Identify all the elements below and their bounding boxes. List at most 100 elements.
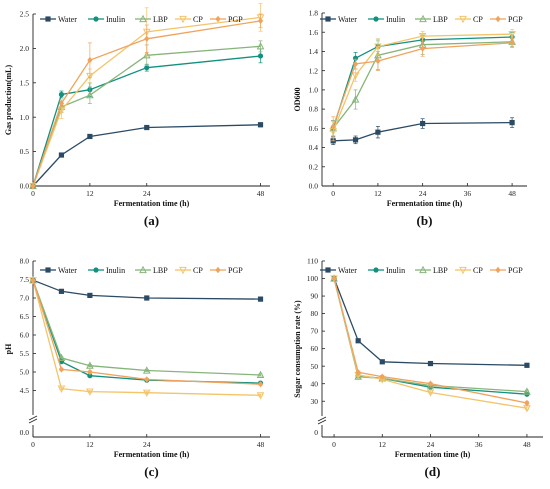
legend-marker [139,14,147,23]
data-point [86,388,94,396]
y-tick-label: 0.8 [309,105,319,114]
x-tick-label: 12 [379,440,387,449]
series-line [333,278,527,393]
y-tick-label: 1.2 [309,66,319,75]
series-water [30,122,264,189]
data-point [427,360,434,367]
data-point [524,399,530,407]
y-tick-label: 0.6 [309,124,319,133]
legend-entry: LBP [153,266,168,275]
x-tick-label: 48 [257,189,265,198]
x-tick-label: 0 [31,440,35,449]
legend-marker [179,15,187,24]
legend-entry: LBP [153,15,168,24]
y-tick-label: 7.0 [20,294,30,303]
data-point [427,380,434,387]
data-point [30,182,36,190]
y-tick-label: 5.5 [20,349,30,358]
y-tick-label: 30 [311,397,319,406]
data-point [57,385,66,393]
y-tick-label: 0.4 [309,143,319,152]
y-tick-label: 50 [311,362,319,371]
data-point [509,39,515,46]
legend-marker [325,16,331,22]
y-axis-label: OD600 [293,88,302,112]
data-point [144,295,150,301]
legend-marker [419,14,427,23]
y-tick-label: 7.5 [20,275,30,284]
x-tick-label: 0 [331,189,335,198]
y-tick-label: 0.5 [20,147,30,156]
data-point [375,129,381,135]
data-point [331,275,337,282]
y-tick-label: 1.0 [20,113,30,122]
data-point [524,362,530,368]
x-tick-label: 12 [374,189,382,198]
series-line [32,124,261,187]
legend-marker [215,266,221,274]
data-point [374,43,382,51]
y-tick-label: 70 [311,327,319,336]
legend-entry: Water [338,266,357,275]
chart-panel-a: 0.0 0.5 1.0 1.5 2.0 2.5 0 12 24 48 Fermentation ti… [4,3,270,228]
x-tick-label: 24 [143,440,151,449]
legend-marker [373,267,379,273]
data-point [352,137,359,143]
y-tick-label: 0.2 [309,162,319,171]
legend-entry: Water [58,266,77,275]
x-tick-label: 24 [427,440,435,449]
legend-entry: Inulin [386,266,405,275]
data-point [58,91,65,98]
data-point [256,370,265,379]
y-tick-label: 1.8 [309,9,319,18]
data-point [58,366,65,373]
y-tick-label: 2.0 [20,44,30,53]
data-point [418,32,427,41]
legend: Water Inulin LBP CP PGP [40,14,243,24]
data-point [509,119,515,126]
x-tick-label: 48 [257,440,265,449]
data-point [144,376,150,383]
legend-entry: Inulin [106,15,125,24]
series-lbp [29,40,265,190]
series-pgp [30,277,264,388]
y-tick-label: 6.5 [20,312,30,321]
axis-break-mark [28,418,38,424]
data-point [87,133,93,140]
data-point [144,35,150,42]
chart-panel-b: 0.0 0.2 0.4 0.6 0.8 1.0 1.2 1.4 1.6 1.8 0 12 24 36 48 F… [293,9,527,228]
legend-marker [93,267,99,273]
y-tick-label: 60 [311,344,319,353]
panel-label: (c) [144,464,158,479]
y-axis-label: Gas production(mL) [4,65,13,136]
x-tick-label: 36 [475,440,483,449]
legend-marker [45,16,51,22]
legend-marker [325,267,331,273]
legend-entry: CP [473,15,483,24]
data-point [351,72,360,80]
legend-entry: PGP [228,15,243,24]
series-cp [29,277,265,400]
legend-marker [179,266,187,275]
legend-marker [93,16,99,22]
series-pgp [331,275,530,407]
data-point [257,296,264,302]
panel-label: (a) [144,213,159,228]
data-point [257,122,264,128]
panel-label: (b) [417,213,433,228]
data-point [144,65,150,71]
y-tick-label: 40 [311,379,319,388]
legend-entry: CP [473,266,483,275]
chart-panel-c: 0.0 4.5 5.0 5.5 6.0 6.5 7.0 7.5 8.0 0 12 24 48 Fermen… [4,257,270,479]
y-tick-label: 1.6 [309,28,319,37]
x-axis-label: Fermentation time (h) [114,450,190,459]
legend-entry: LBP [433,15,448,24]
data-point [58,288,65,294]
data-point [355,369,361,376]
panel-label: (d) [425,464,441,479]
legend-entry: Water [58,15,77,24]
legend-marker [139,265,147,274]
x-tick-label: 48 [508,189,516,198]
legend-entry: PGP [508,15,523,24]
